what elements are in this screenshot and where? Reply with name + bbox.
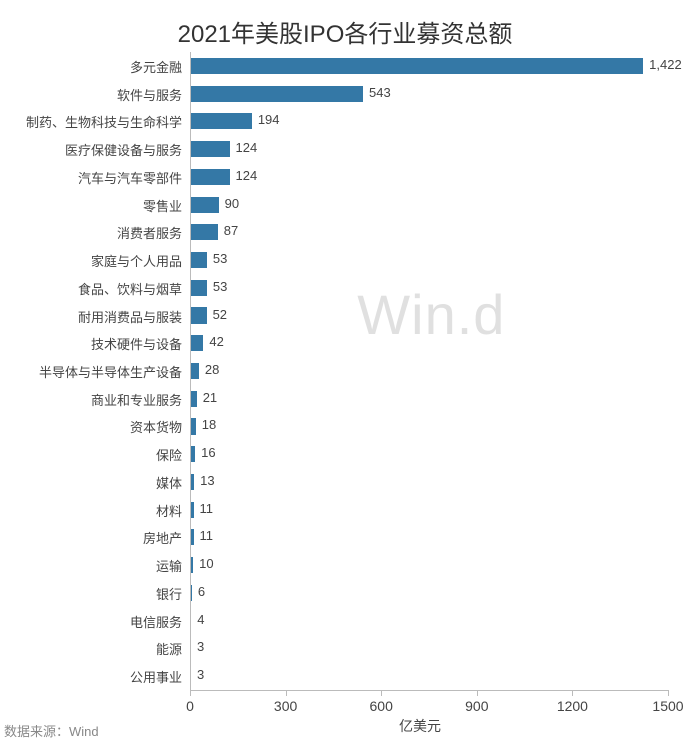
category-label: 技术硬件与设备 (91, 334, 182, 353)
category-label: 公用事业 (130, 667, 182, 686)
x-tick-mark (572, 690, 573, 696)
category-label: 家庭与个人用品 (91, 251, 182, 270)
category-label: 零售业 (143, 196, 182, 215)
category-label: 食品、饮料与烟草 (78, 279, 182, 298)
bar (190, 169, 230, 185)
bar (190, 307, 207, 323)
bar-value: 16 (201, 445, 215, 460)
x-tick-mark (477, 690, 478, 696)
bar-value: 21 (203, 390, 217, 405)
bar (190, 86, 363, 102)
x-tick-mark (668, 690, 669, 696)
x-tick-label: 1500 (652, 698, 683, 714)
bar (190, 113, 252, 129)
bar-value: 543 (369, 85, 391, 100)
bar-value: 4 (197, 612, 204, 627)
bar-value: 3 (197, 667, 204, 682)
x-axis-label: 亿美元 (399, 716, 441, 736)
category-label: 房地产 (143, 528, 182, 547)
bar (190, 141, 230, 157)
category-label: 保险 (156, 445, 182, 464)
category-label: 软件与服务 (117, 85, 182, 104)
bar (190, 280, 207, 296)
bar-value: 11 (200, 528, 214, 543)
bar-value: 124 (236, 168, 258, 183)
bar-value: 90 (225, 196, 239, 211)
source-text: 数据来源：Wind (4, 721, 99, 740)
category-label: 媒体 (156, 473, 182, 492)
bar-value: 52 (213, 307, 227, 322)
bar-value: 194 (258, 112, 280, 127)
x-tick-label: 1200 (557, 698, 588, 714)
x-tick-label: 0 (186, 698, 194, 714)
x-axis-line (190, 690, 668, 691)
bar-value: 28 (205, 362, 219, 377)
x-tick-label: 600 (370, 698, 393, 714)
category-label: 资本货物 (130, 417, 182, 436)
bar (190, 363, 199, 379)
watermark: Win.d (357, 282, 505, 347)
bar-value: 53 (213, 251, 227, 266)
category-label: 制药、生物科技与生命科学 (26, 112, 182, 131)
bar-value: 6 (198, 584, 205, 599)
bar-value: 18 (202, 417, 216, 432)
x-tick-label: 900 (465, 698, 488, 714)
bar-value: 53 (213, 279, 227, 294)
category-label: 运输 (156, 556, 182, 575)
bar-value: 1,422 (649, 57, 682, 72)
bar-value: 42 (209, 334, 223, 349)
bar (190, 224, 218, 240)
category-label: 能源 (156, 639, 182, 658)
category-label: 汽车与汽车零部件 (78, 168, 182, 187)
bar (190, 58, 643, 74)
bar-value: 13 (200, 473, 214, 488)
category-label: 商业和专业服务 (91, 390, 182, 409)
category-label: 多元金融 (130, 57, 182, 76)
category-label: 耐用消费品与服装 (78, 307, 182, 326)
bar (190, 197, 219, 213)
bar-value: 10 (199, 556, 213, 571)
chart-title: 2021年美股IPO各行业募资总额 (0, 14, 690, 49)
bar (190, 335, 203, 351)
category-label: 电信服务 (130, 612, 182, 631)
x-tick-label: 300 (274, 698, 297, 714)
bar-value: 124 (236, 140, 258, 155)
bar (190, 252, 207, 268)
x-tick-mark (381, 690, 382, 696)
category-label: 银行 (156, 584, 182, 603)
x-tick-mark (190, 690, 191, 696)
category-label: 消费者服务 (117, 223, 182, 242)
bar-value: 11 (200, 501, 214, 516)
y-axis-line (190, 52, 191, 690)
category-label: 医疗保健设备与服务 (65, 140, 182, 159)
bar-value: 87 (224, 223, 238, 238)
bar (190, 391, 197, 407)
category-label: 半导体与半导体生产设备 (39, 362, 182, 381)
category-label: 材料 (156, 501, 182, 520)
x-tick-mark (286, 690, 287, 696)
bar-value: 3 (197, 639, 204, 654)
